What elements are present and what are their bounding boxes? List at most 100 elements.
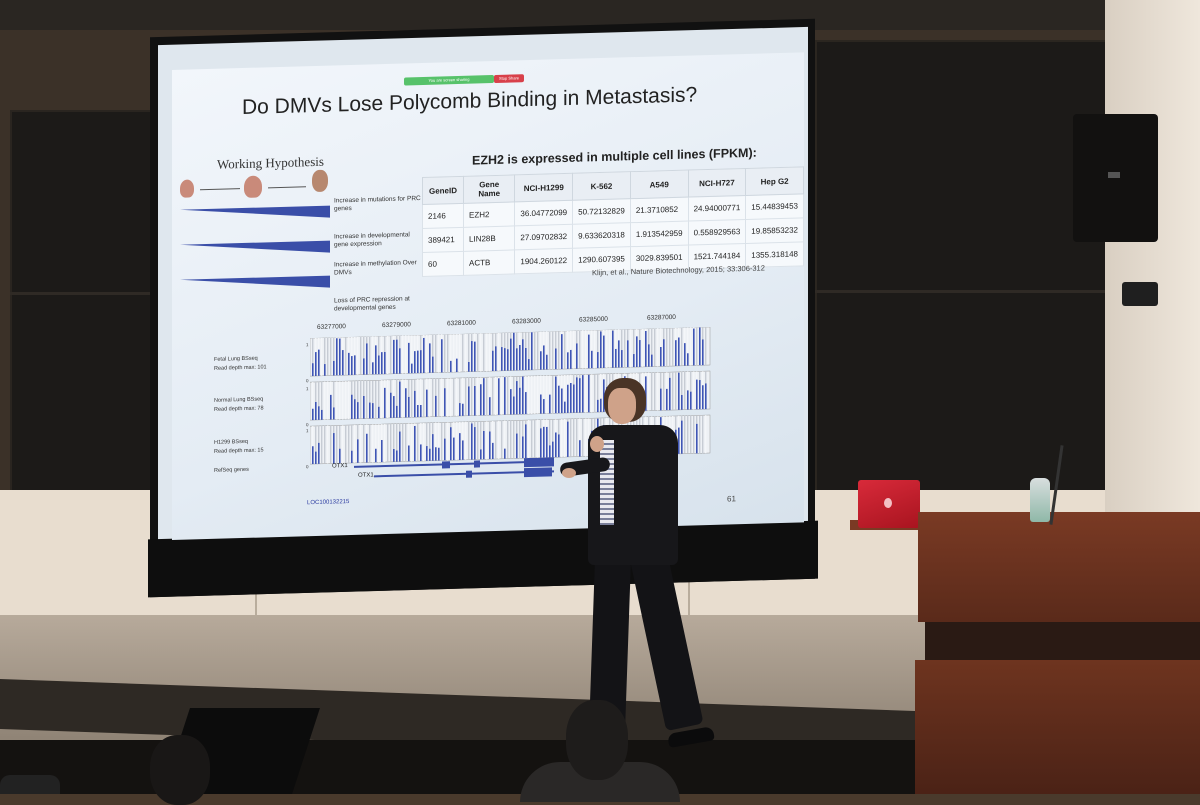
track-grey-bar <box>402 379 404 418</box>
track-methylation-bar <box>504 377 506 415</box>
track-grey-bar <box>552 375 554 414</box>
hypothesis-item: Loss of PRC repression at developmental … <box>334 295 410 313</box>
track-methylation-bar <box>312 363 314 377</box>
track-grey-bar <box>690 327 692 366</box>
track-methylation-bar <box>696 423 698 454</box>
track-methylation-bar <box>684 343 686 366</box>
track-methylation-bar <box>591 350 593 369</box>
track-methylation-bar <box>420 350 422 374</box>
track-grey-bar <box>345 381 347 420</box>
track-methylation-bar <box>540 394 542 414</box>
track-methylation-bar <box>417 350 419 374</box>
track-methylation-bar <box>393 396 395 418</box>
track-grey-bar <box>423 378 425 417</box>
track-grey-bar <box>705 327 707 366</box>
track-methylation-bar <box>435 447 437 461</box>
track-grey-bar <box>465 377 467 416</box>
track-methylation-bar <box>525 424 527 459</box>
track-methylation-bar <box>600 398 602 413</box>
track-methylation-bar <box>567 384 569 413</box>
track-grey-bar <box>342 425 344 464</box>
track-methylation-bar <box>567 421 569 457</box>
track-methylation-bar <box>456 358 458 373</box>
track-methylation-bar <box>525 392 527 415</box>
track-grey-bar <box>480 333 482 372</box>
table-cell: 1904.260122 <box>514 248 573 274</box>
track-grey-bar <box>369 336 371 375</box>
left-wall-panel <box>10 110 174 494</box>
table-cell: 21.3710852 <box>630 197 689 223</box>
stop-share-button[interactable]: Stop Share <box>494 74 524 84</box>
track-grey-bar <box>669 328 671 367</box>
track-grey-bar <box>327 425 329 464</box>
track-methylation-bar <box>651 354 653 367</box>
track-methylation-bar <box>330 394 332 420</box>
track-methylation-bar <box>399 431 401 462</box>
track-grey-bar <box>564 419 566 458</box>
track-methylation-bar <box>678 337 680 366</box>
track-grey-bar <box>657 372 659 411</box>
track-grey-bar <box>465 421 467 460</box>
left-panel-divider <box>10 292 174 295</box>
track-grey-bar <box>366 380 368 419</box>
track-methylation-bar <box>570 383 572 413</box>
table-cell: 0.558929563 <box>688 219 746 246</box>
table-cell: 19.85853232 <box>745 217 804 244</box>
track-grey-bar <box>693 371 695 410</box>
track-methylation-bar <box>429 448 431 461</box>
hypothesis-item: Increase in mutations for PRC genes <box>334 195 421 213</box>
track-methylation-bar <box>558 385 560 414</box>
track-methylation-bar <box>588 374 590 413</box>
track-methylation-bar <box>561 388 563 414</box>
track-methylation-bar <box>399 381 401 418</box>
presentation-slide: You are screen sharing Stop Share Do DMV… <box>172 52 804 540</box>
track-methylation-bar <box>414 351 416 374</box>
lung-icon <box>244 175 262 198</box>
track-grey-bar <box>705 415 707 454</box>
gene-model <box>354 457 554 478</box>
table-title: EZH2 is expressed in multiple cell lines… <box>472 145 757 168</box>
track-methylation-bar <box>639 340 641 367</box>
track-grey-bar <box>324 381 326 420</box>
track-grey-bar <box>534 331 536 370</box>
track-grey-bar <box>330 337 332 376</box>
track-grey-bar <box>489 333 491 372</box>
track-methylation-bar <box>687 390 689 410</box>
track-grey-bar <box>666 328 668 367</box>
track-methylation-bar <box>369 402 371 419</box>
track-methylation-bar <box>315 401 317 421</box>
track-grey-bar <box>561 419 563 458</box>
track-grey-bar <box>468 421 470 460</box>
track-methylation-bar <box>555 432 557 458</box>
track-methylation-bar <box>426 446 428 461</box>
track-grey-bar <box>501 420 503 459</box>
track-methylation-bar <box>351 394 353 420</box>
track-methylation-bar <box>693 328 695 366</box>
track-grey-bar <box>498 420 500 459</box>
right-wall-panel <box>815 40 1109 524</box>
track-methylation-bar <box>627 340 629 368</box>
track-methylation-bar <box>375 345 377 375</box>
table-cell: 2146 <box>422 203 464 229</box>
track-methylation-bar <box>492 350 494 372</box>
track-grey-bar <box>513 420 515 459</box>
track-grey-bar <box>438 378 440 417</box>
presenter-shirt <box>600 440 614 525</box>
track-grey-bar <box>417 423 419 462</box>
track-methylation-bar <box>522 339 524 371</box>
track-grey-bar <box>390 423 392 462</box>
speaker-logo <box>1108 172 1120 178</box>
track-grey-bar <box>528 420 530 459</box>
track-methylation-bar <box>396 405 398 418</box>
track-methylation-bar <box>621 350 623 368</box>
track-grey-bar <box>360 336 362 375</box>
wedge-increase-icon <box>180 240 330 257</box>
track-methylation-bar <box>666 388 668 411</box>
track-grey-bar <box>477 333 479 372</box>
track-methylation-bar <box>681 420 683 454</box>
track-methylation-bar <box>696 379 698 410</box>
track-grey-bar <box>537 419 539 458</box>
track-methylation-bar <box>498 378 500 415</box>
track-grey-bar <box>360 424 362 463</box>
track-grey-bar <box>687 415 689 454</box>
